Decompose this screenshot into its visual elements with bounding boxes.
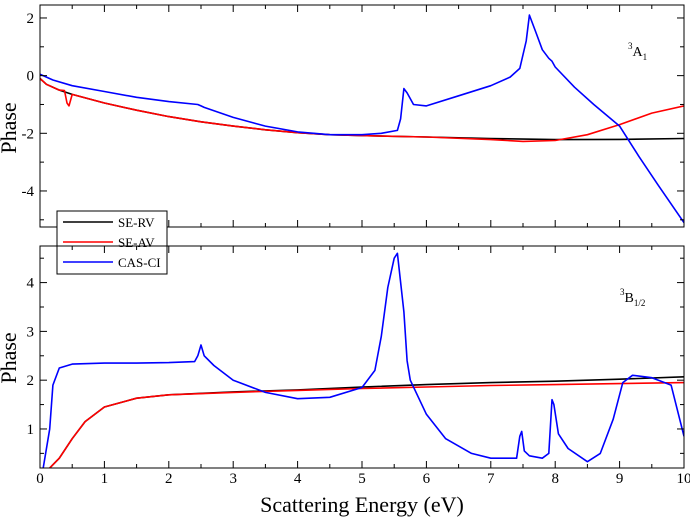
bottom-panel-frame: [39, 245, 685, 469]
top-series-se-rv: [40, 77, 684, 141]
bottom-panel-ylabel: Phase: [0, 332, 21, 383]
x-tick-label: 7: [487, 471, 495, 487]
top-panel: -4 -2 0 2 Phase 3A1 SE-RV SE-AV CAS-CI: [0, 4, 685, 275]
legend-label-se-rv: SE-RV: [118, 215, 155, 230]
legend-label-cas-ci: CAS-CI: [118, 255, 161, 270]
top-panel-ylabel: Phase: [0, 102, 21, 153]
y-tick-label: 2: [27, 11, 35, 27]
x-tick-label: 5: [358, 471, 366, 487]
bottom-panel-x-ticks: 0 1 2 3 4 5 6 7 8 9 10: [36, 246, 690, 487]
top-series-cas-ci: [40, 14, 684, 224]
bottom-series-se-rv: [49, 376, 684, 468]
x-tick-label: 0: [36, 471, 44, 487]
bottom-series-cas-ci: [42, 252, 684, 468]
top-panel-frame: [39, 4, 685, 228]
x-tick-label: 8: [551, 471, 559, 487]
y-tick-label: 4: [27, 276, 35, 292]
x-axis-title: Scattering Energy (eV): [260, 492, 464, 517]
x-tick-label: 6: [423, 471, 431, 487]
y-tick-label: 1: [27, 422, 35, 438]
legend: SE-RV SE-AV CAS-CI: [56, 210, 168, 275]
bottom-panel-state-label: 3B1/2: [620, 287, 645, 308]
y-tick-label: 0: [27, 69, 35, 85]
y-tick-label: 3: [27, 324, 35, 340]
y-tick-label: 2: [27, 373, 35, 389]
bottom-panel-curves: [42, 252, 684, 468]
x-tick-label: 4: [294, 471, 302, 487]
top-panel-state-label: 3A1: [628, 41, 647, 62]
top-panel-y-ticks: -4 -2 0 2: [22, 11, 684, 221]
x-tick-label: 3: [229, 471, 237, 487]
x-tick-label: 1: [101, 471, 109, 487]
x-tick-label: 9: [616, 471, 624, 487]
bottom-panel-y-ticks: 1 2 3 4: [27, 257, 684, 454]
top-panel-curves: [40, 14, 684, 224]
y-tick-label: -2: [22, 126, 35, 142]
y-tick-label: -4: [22, 184, 35, 200]
top-series-se-av: [40, 77, 684, 143]
bottom-series-se-av: [49, 381, 684, 468]
bottom-panel: 0 1 2 3 4 5 6 7 8 9 10 1 2 3 4 Phase 3B1/2: [0, 245, 690, 487]
x-tick-label: 10: [677, 471, 690, 487]
top-panel-x-ticks: [39, 5, 685, 227]
x-tick-label: 2: [165, 471, 173, 487]
